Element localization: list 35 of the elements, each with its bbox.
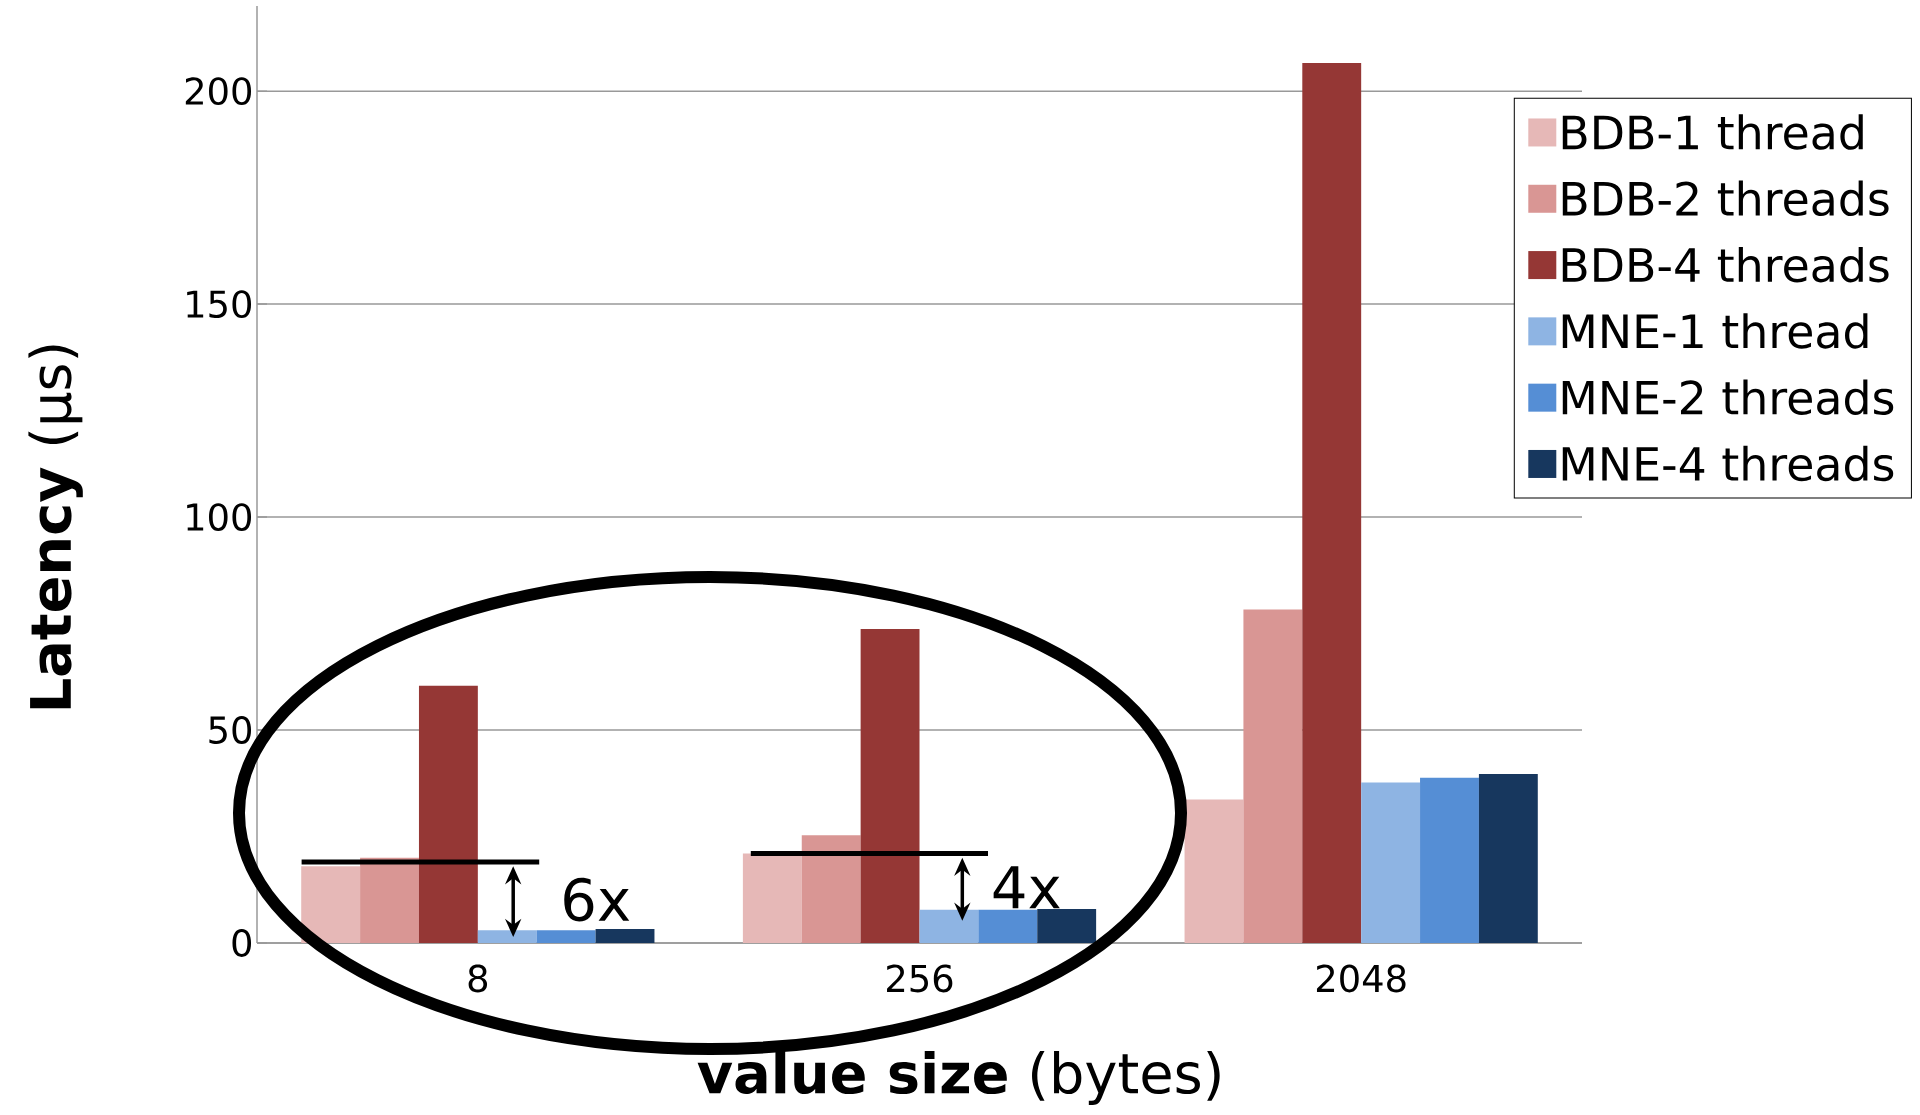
y-tick-label: 150 (187, 290, 252, 319)
x-tick-label: 8 (468, 964, 488, 993)
bar (919, 909, 979, 943)
legend-label: BDB-2 threads (1562, 180, 1889, 217)
bar (1478, 773, 1538, 943)
bar (360, 857, 419, 943)
bar (801, 835, 861, 943)
annotation: 4x (993, 866, 1060, 909)
bar (418, 685, 478, 943)
legend-label: MNE-1 thread (1562, 313, 1868, 349)
y-tick-label: 100 (187, 503, 252, 532)
bar (978, 909, 1038, 943)
y-tick-label: 200 (185, 77, 252, 106)
bar (1184, 799, 1244, 943)
bar (1037, 908, 1097, 943)
legend-label: MNE-2 threads (1562, 379, 1894, 415)
bar (1420, 777, 1479, 943)
x-tick-label: 256 (887, 964, 953, 993)
bar (1243, 609, 1303, 943)
bar (536, 930, 596, 943)
x-tick-label: 2048 (1316, 964, 1406, 993)
bar (860, 629, 920, 943)
legend-label: BDB-1 thread (1562, 114, 1863, 150)
bar (301, 866, 361, 943)
x-axis-title: value size (bytes) (697, 1050, 1220, 1105)
y-axis-title: Latency (µs) (28, 345, 83, 709)
y-tick-label: 0 (232, 929, 252, 957)
bar (595, 928, 655, 943)
bar (742, 853, 802, 943)
bar (1361, 782, 1421, 943)
bar (1302, 63, 1362, 943)
legend-label: BDB-4 threads (1562, 246, 1889, 283)
annotation: 6x (564, 877, 630, 922)
y-tick-label: 50 (209, 716, 252, 744)
legend-label: MNE-4 threads (1562, 445, 1894, 482)
